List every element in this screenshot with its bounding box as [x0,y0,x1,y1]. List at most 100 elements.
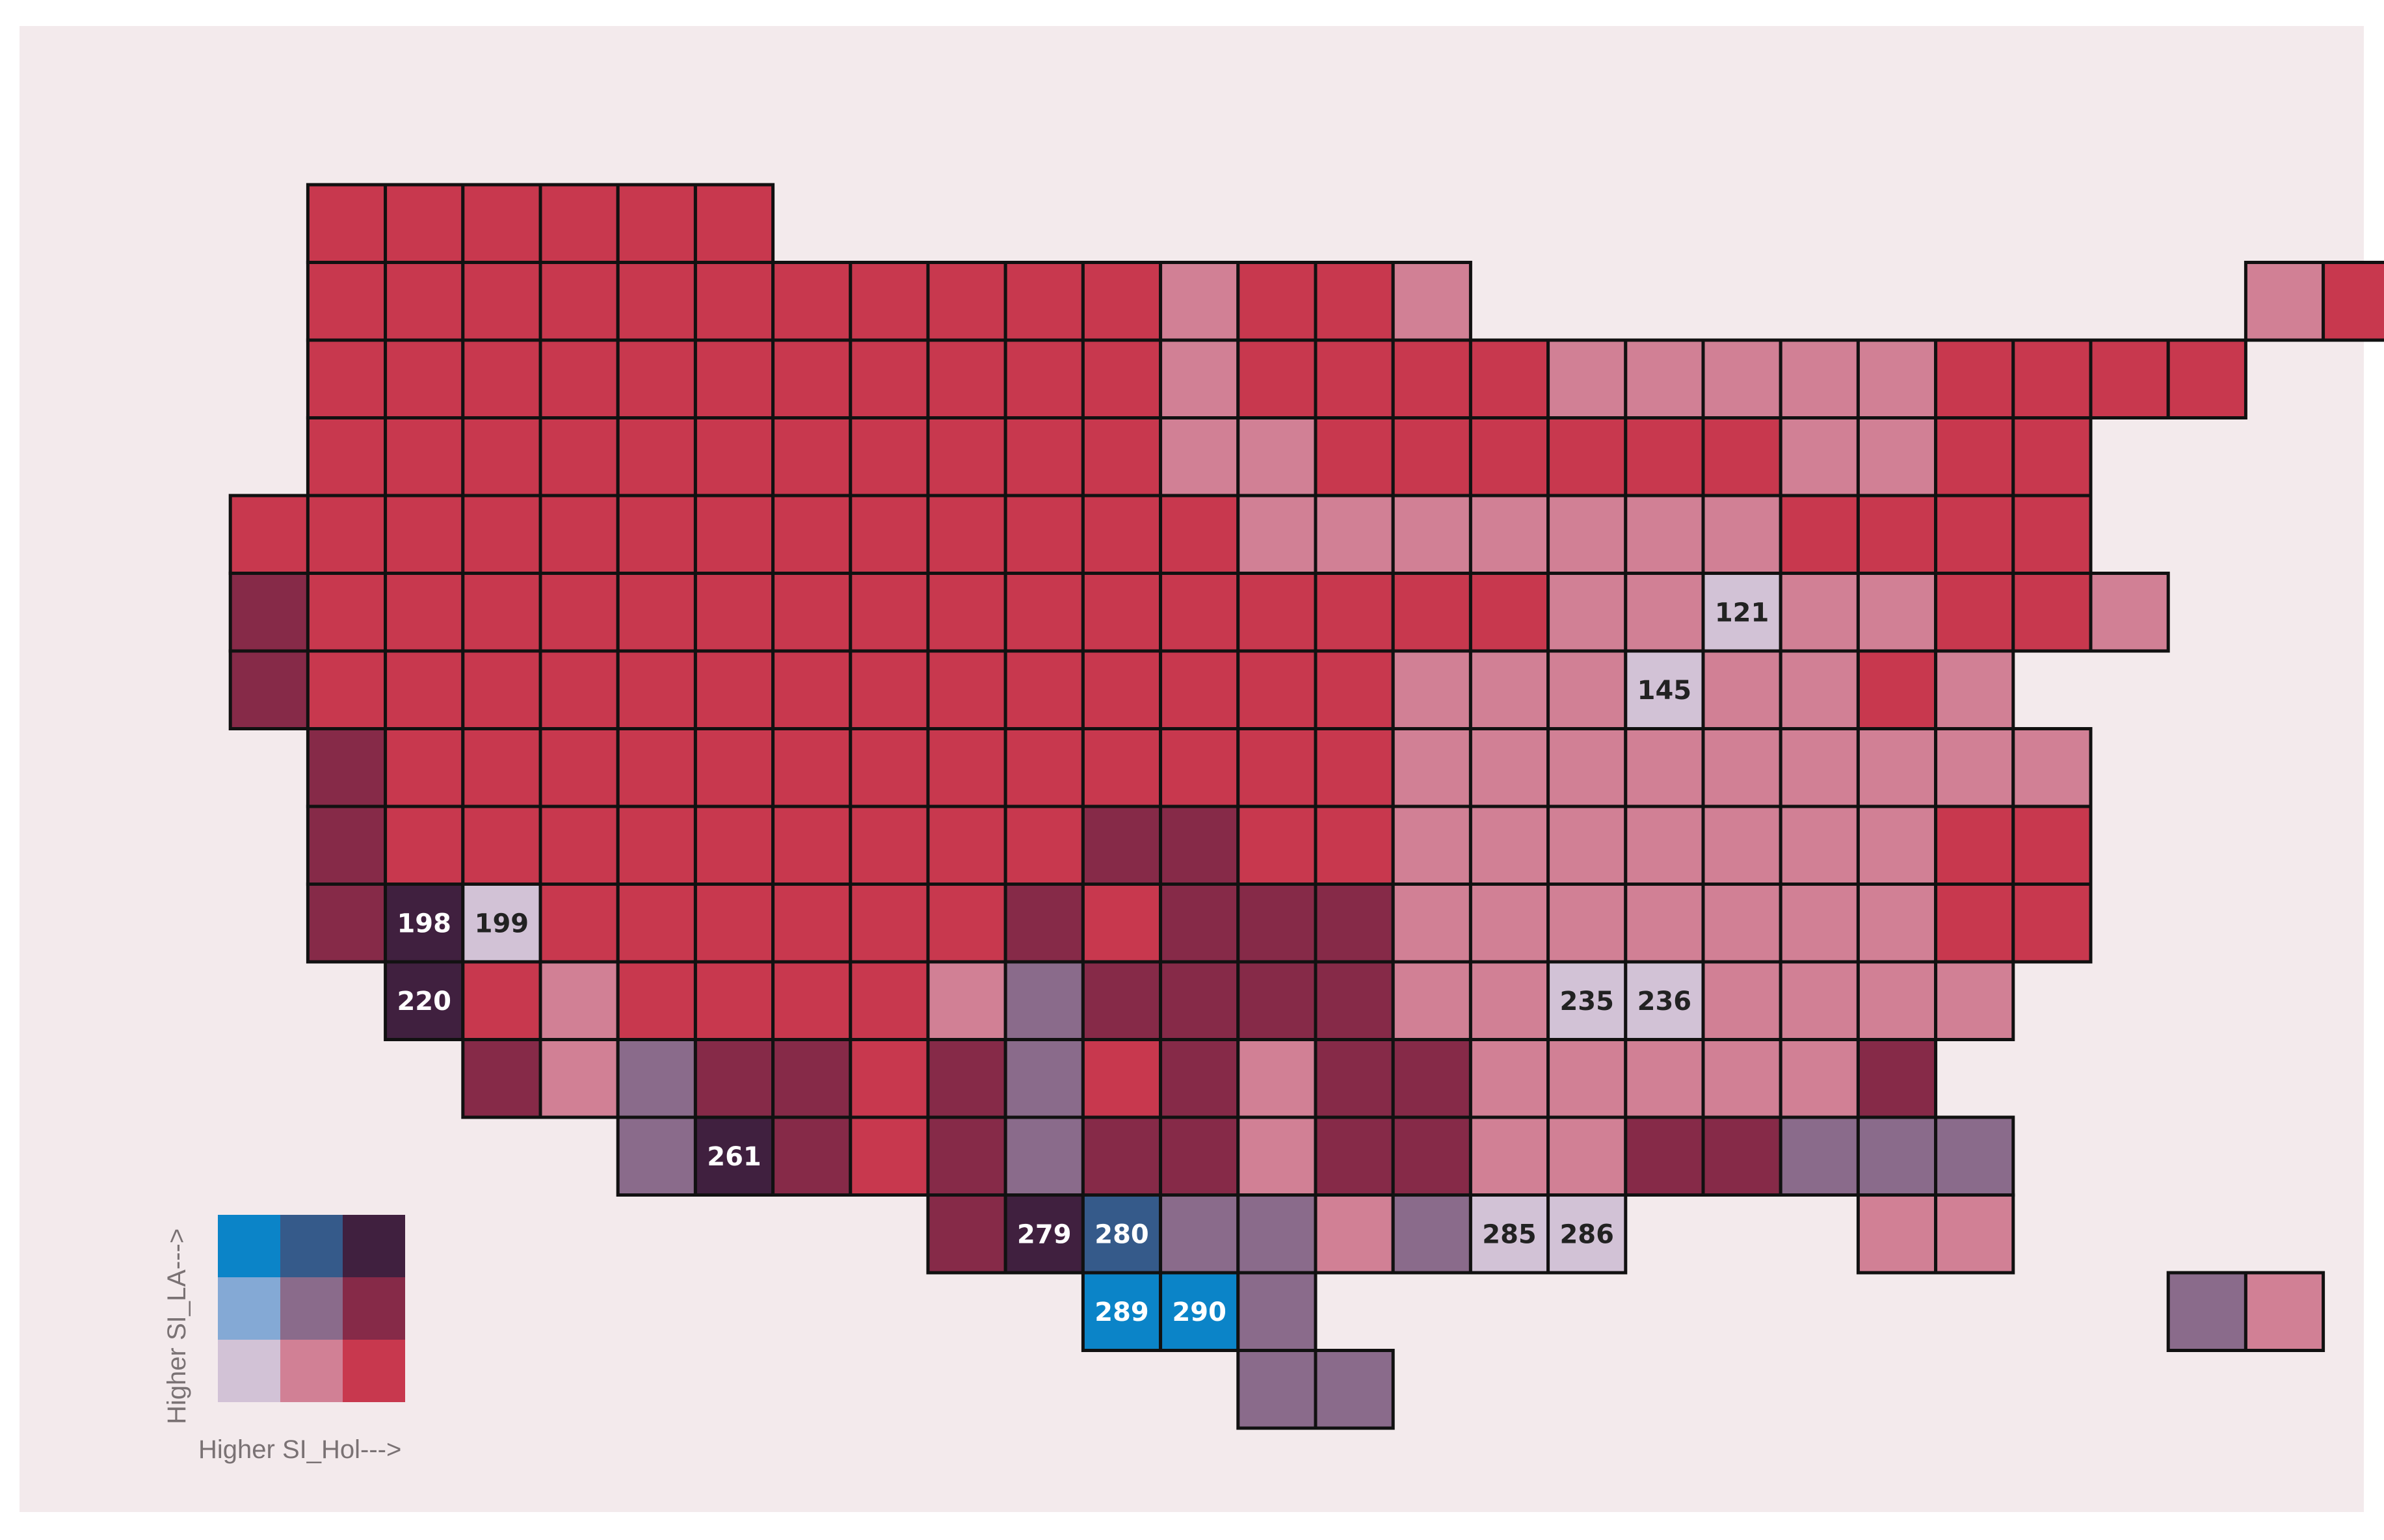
tile-cell [849,572,930,653]
tile-cell [1159,804,1240,886]
tile-cell [384,960,465,1041]
tile-cell [538,960,620,1041]
tile-cell [1159,883,1240,964]
tile-cell [1236,727,1318,808]
tile-label: 289 [1094,1297,1149,1327]
tile-cell [461,649,542,730]
tile-cell [538,572,620,653]
tile-cell [771,261,853,342]
tile-cell [771,727,853,808]
tile-cell [926,572,1007,653]
tile-cell [2011,494,2093,575]
tile-cell [384,649,465,730]
tile-cell [1003,494,1085,575]
tile-cell [538,261,620,342]
tile-cell [693,572,775,653]
tile-cell [1779,1038,1860,1119]
tile-cell [1934,338,2015,419]
tile-cell [1003,804,1085,886]
tile-cell [849,649,930,730]
tile-cell [693,1115,775,1197]
tile-cell [228,572,310,653]
tile-cell [1468,1115,1550,1197]
tile-cell [1779,338,1860,419]
tile-cell [1236,804,1318,886]
tile-cell [1081,883,1163,964]
tile-cell [461,572,542,653]
tile-cell [1159,1193,1240,1275]
tile-cell [1081,416,1163,498]
tile-cell [1081,1193,1163,1275]
tile-cell [1546,572,1628,653]
tile-cell [1159,1038,1240,1119]
tile-cell [1003,338,1085,419]
tile-cell [1236,494,1318,575]
tile-cell [306,416,388,498]
tile-cell [693,727,775,808]
tile-cell [1779,727,1860,808]
tile-cell [228,494,310,575]
tile-cell [1701,804,1782,886]
tile-cell [538,494,620,575]
tile-labels: 121 145 198 199 220 235 236 261 279 280 285 286 289 2… [397,598,1769,1327]
tile-cell [1934,727,2015,808]
tile-cell [1856,416,1938,498]
tile-cell [1314,1115,1395,1197]
tile-cell [1468,1193,1550,1275]
tile-cell [1159,1271,1240,1352]
tile-cell [693,804,775,886]
tile-cell [1779,1115,1860,1197]
tile-cell [616,883,697,964]
tile-cell [1391,883,1472,964]
tile-cell [1391,572,1472,653]
tile-cells [228,183,2384,1430]
tile-cell [1391,416,1472,498]
tile-cell [771,883,853,964]
tile-cell [1934,1115,2015,1197]
tile-cell [1468,416,1550,498]
tile-cell [1003,1038,1085,1119]
legend-swatch [343,1277,405,1340]
tile-cell [2011,727,2093,808]
tile-cell [1236,883,1318,964]
tile-cell [1003,416,1085,498]
tile-cell [1624,804,1705,886]
tile-cell [693,338,775,419]
tile-cell [1546,883,1628,964]
tile-cell [461,960,542,1041]
tile-cell [1856,572,1938,653]
tile-cell [1159,572,1240,653]
tile-cell [1236,1115,1318,1197]
tile-cell [1468,727,1550,808]
tile-cell [1391,649,1472,730]
tile-cell [693,649,775,730]
tile-cell [1159,1115,1240,1197]
tile-cell [538,416,620,498]
tile-cell [926,416,1007,498]
tile-cell [1624,649,1705,730]
legend-swatch [218,1340,280,1402]
tile-cell [1314,1038,1395,1119]
tile-cell [1314,649,1395,730]
tile-cell [306,572,388,653]
tile-cell [384,804,465,886]
tile-cell [693,1038,775,1119]
tile-cell [1546,727,1628,808]
tile-cell [1468,494,1550,575]
tile-cell [538,649,620,730]
tile-cell [1624,416,1705,498]
tile-cell [616,261,697,342]
tile-cell [2322,261,2384,342]
tile-cell [1934,494,2015,575]
tile-cell [306,494,388,575]
tile-cell [616,1115,697,1197]
tile-cell [1314,727,1395,808]
tile-cell [306,183,388,264]
tile-cell [1546,1115,1628,1197]
tile-cell [1314,883,1395,964]
legend-swatch [343,1215,405,1277]
tile-cell [1934,804,2015,886]
tile-cell [616,1038,697,1119]
tile-cell [1314,416,1395,498]
tile-cell [2011,883,2093,964]
